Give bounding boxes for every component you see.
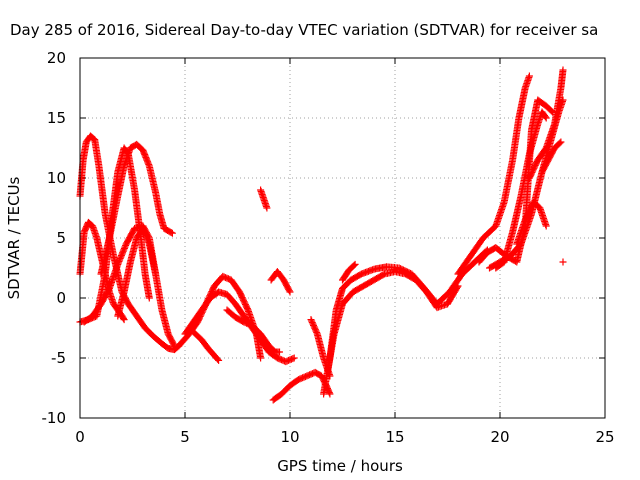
series-sat-i xyxy=(185,324,223,364)
x-tick-label: 5 xyxy=(180,428,190,446)
x-axis-label: GPS time / hours xyxy=(277,457,403,475)
y-tick-label: 20 xyxy=(47,49,66,67)
data-point xyxy=(556,139,564,147)
series-sat-q xyxy=(339,260,359,284)
data-point xyxy=(215,356,223,364)
x-tick-label: 0 xyxy=(75,428,85,446)
data-point xyxy=(542,114,550,122)
x-tick-label: 25 xyxy=(595,428,614,446)
data-points xyxy=(76,66,567,404)
y-tick-label: 15 xyxy=(47,109,66,127)
x-tick-label: 20 xyxy=(490,428,509,446)
chart-title: Day 285 of 2016, Sidereal Day-to-day VTE… xyxy=(10,21,598,39)
data-point xyxy=(350,261,358,269)
data-point xyxy=(326,390,334,398)
series-sat-v xyxy=(513,198,550,248)
data-point xyxy=(351,260,359,268)
data-point xyxy=(168,229,176,237)
y-tick-label: -5 xyxy=(51,349,66,367)
series-sat-x xyxy=(538,138,565,176)
data-point xyxy=(313,329,321,337)
series-sat-e xyxy=(97,140,176,278)
grid-lines xyxy=(80,58,605,418)
data-point xyxy=(454,282,462,290)
y-tick-label: -10 xyxy=(42,409,67,427)
series-sat-j xyxy=(223,306,283,356)
series-sat-w xyxy=(525,66,567,182)
y-tick-label: 0 xyxy=(56,289,66,307)
series-sat-y xyxy=(559,258,567,266)
data-point xyxy=(170,341,178,349)
data-point xyxy=(525,72,533,80)
data-point xyxy=(542,222,550,230)
data-point xyxy=(214,355,222,363)
y-tick-label: 5 xyxy=(56,229,66,247)
data-point xyxy=(285,287,293,295)
series-sat-f xyxy=(114,224,160,320)
data-point xyxy=(145,294,153,302)
data-point xyxy=(286,288,294,296)
data-point xyxy=(263,204,271,212)
data-point xyxy=(541,113,549,121)
series-sat-l xyxy=(267,268,294,296)
x-tick-label: 10 xyxy=(280,428,299,446)
plot-frame xyxy=(79,57,606,419)
series-sat-u xyxy=(492,108,550,272)
data-point xyxy=(276,348,283,356)
data-point xyxy=(152,270,160,278)
series-sat-p xyxy=(324,268,462,374)
y-axis-label: SDTVAR / TECUs xyxy=(5,176,23,299)
data-point xyxy=(559,258,567,266)
data-point xyxy=(290,354,298,362)
data-point xyxy=(559,66,567,74)
data-point xyxy=(557,138,565,146)
x-tick-label: 15 xyxy=(385,428,404,446)
data-point xyxy=(257,354,265,362)
series-sat-r xyxy=(454,72,533,278)
data-point xyxy=(453,283,461,291)
data-point xyxy=(167,229,175,237)
data-point xyxy=(119,314,127,322)
data-point xyxy=(120,316,128,324)
y-tick-label: 10 xyxy=(47,169,66,187)
series-sat-k xyxy=(257,186,271,212)
